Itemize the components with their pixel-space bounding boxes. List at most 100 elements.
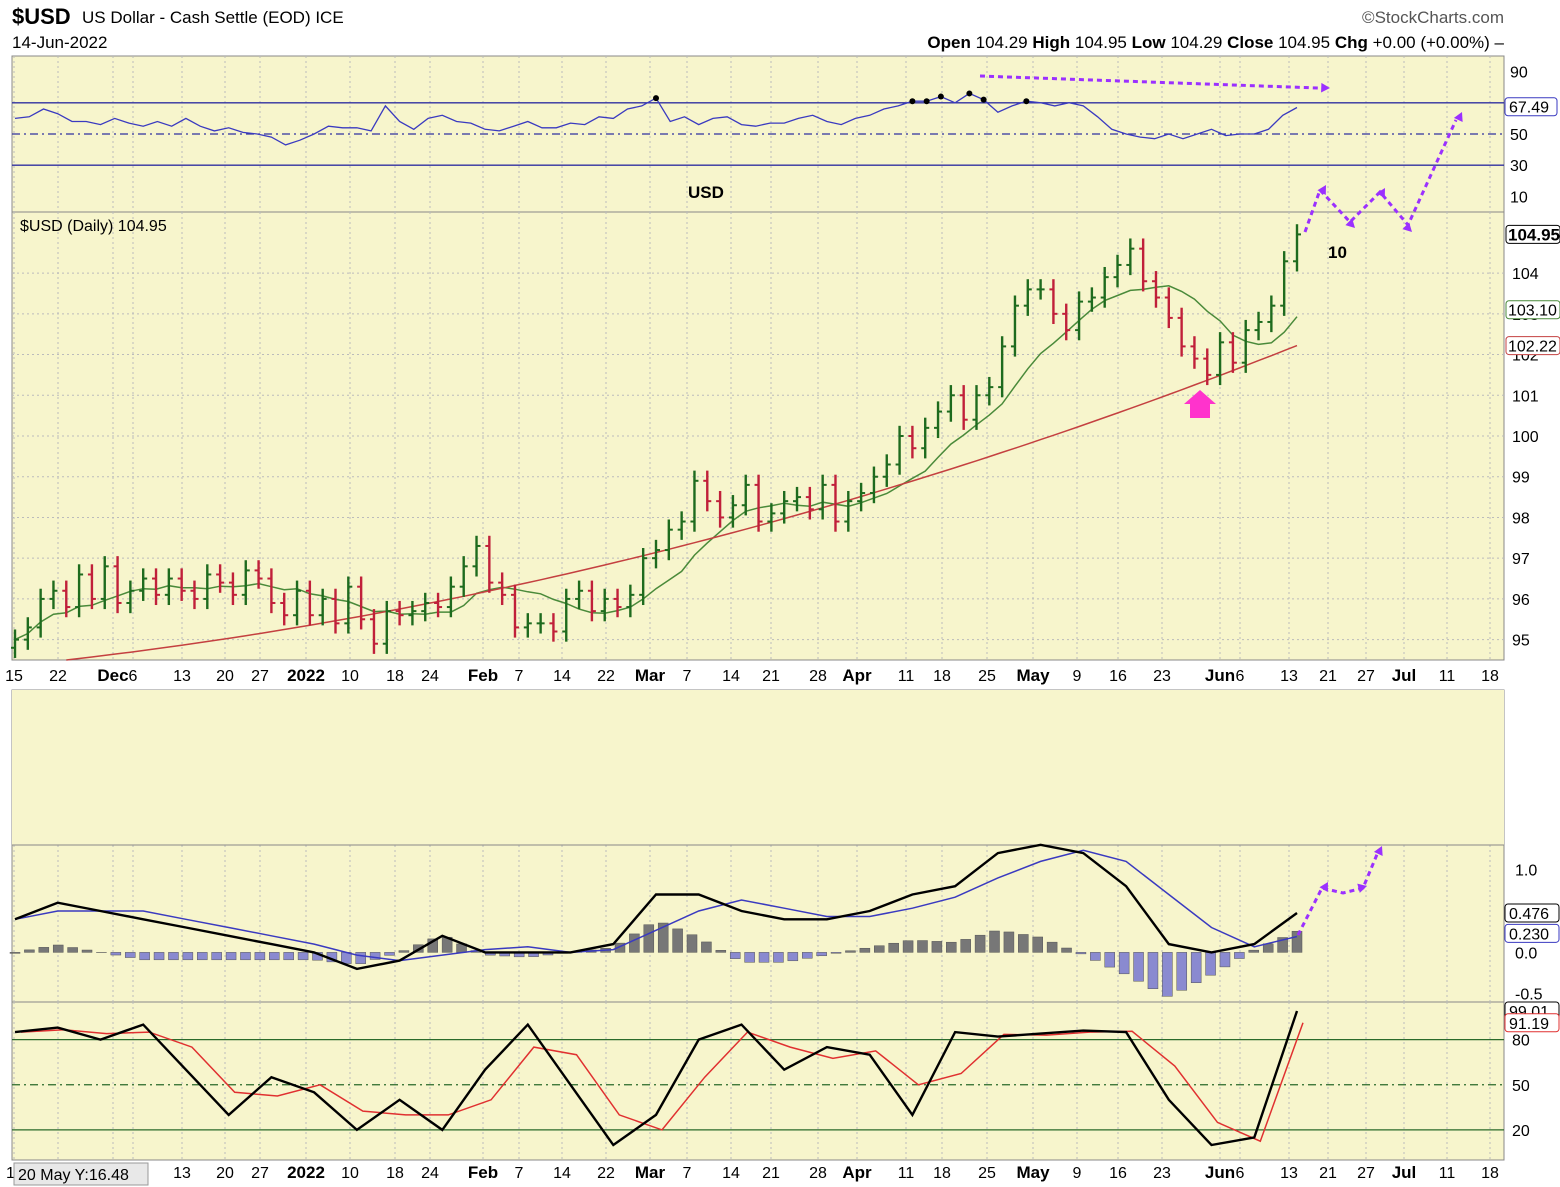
- macd-projection-arrowhead: [1319, 882, 1328, 892]
- x-tick-label: May: [1016, 666, 1050, 685]
- macd-histogram-bar: [989, 930, 1000, 953]
- stoch-value-box: [1504, 1013, 1560, 1033]
- price-y-tick: 98: [1512, 510, 1530, 527]
- ohlc-bar: [562, 588, 571, 642]
- x-tick-label-bottom: 22: [597, 1165, 615, 1182]
- macd-histogram-bar: [701, 941, 712, 953]
- ohlc-bar: [664, 519, 673, 561]
- macd-histogram-bar: [1046, 941, 1058, 953]
- ohlc-bar: [36, 588, 45, 638]
- macd-histogram-bar: [1248, 949, 1260, 953]
- x-tick-label: Dec: [97, 666, 128, 685]
- high-value: 104.95: [1074, 33, 1127, 52]
- projection-arrowhead: [1317, 185, 1326, 195]
- macd-histogram-bar: [355, 952, 366, 964]
- stoch-line: [14, 1010, 1299, 1147]
- price-y-tick: 104: [1512, 266, 1539, 283]
- macd-value-label: 0.230: [1509, 926, 1549, 943]
- macd-histogram-bar: [729, 952, 741, 959]
- macd-histogram-bar: [1277, 937, 1288, 953]
- ohlc-bar: [1267, 295, 1276, 333]
- macd-y-tick: 0.0: [1515, 945, 1537, 962]
- macd-y-tick: -0.5: [1515, 987, 1543, 1004]
- x-tick-label: 14: [722, 668, 740, 685]
- ohlc-bar: [1036, 279, 1045, 300]
- rsi-overbought-mark: [923, 98, 930, 105]
- macd-upper-bg: [12, 690, 1504, 845]
- ohlc-bar: [652, 539, 660, 569]
- ohlc-bar: [767, 503, 776, 532]
- macd-histogram-bar: [139, 952, 150, 961]
- ohlc-readout: Open 104.29 High 104.95 Low 104.29 Close…: [927, 33, 1504, 52]
- high-label: High: [1032, 33, 1071, 52]
- ohlc-bar: [1075, 291, 1084, 341]
- price-value-box: [1505, 336, 1560, 356]
- x-tick-label: 2022: [287, 666, 325, 685]
- ohlc-bar: [510, 584, 519, 638]
- macd-histogram-bar: [1061, 947, 1072, 953]
- x-tick-label: 7: [683, 668, 692, 685]
- chart-header: $USD US Dollar - Cash Settle (EOD) ICE 1…: [0, 0, 1560, 58]
- ohlc-bar: [23, 617, 32, 650]
- macd-histogram-bar: [816, 952, 827, 957]
- ohlc-bar: [49, 580, 58, 610]
- x-tick-label: 21: [762, 668, 780, 685]
- macd-y-tick: 1.0: [1515, 863, 1537, 880]
- x-tick-label-bottom: 21: [1319, 1165, 1337, 1182]
- macd-histogram-bar: [153, 952, 165, 961]
- ohlc-bar: [228, 572, 237, 606]
- ohlc-bar: [998, 336, 1007, 398]
- macd-histogram-bar: [283, 952, 294, 961]
- macd-histogram-bar: [52, 944, 64, 953]
- x-tick-label: 22: [597, 668, 615, 685]
- macd-histogram-bar: [1205, 952, 1216, 976]
- x-tick-label-bottom: 27: [251, 1165, 269, 1182]
- ohlc-bar: [434, 592, 443, 618]
- ohlc-bar: [1151, 271, 1160, 308]
- ohlc-bar: [831, 474, 840, 532]
- ohlc-bar: [1164, 287, 1173, 329]
- x-tick-label: Feb: [468, 666, 498, 685]
- macd-histogram-bar: [960, 939, 971, 953]
- x-tick-label-bottom: 14: [553, 1165, 571, 1182]
- macd-histogram-bar: [672, 928, 683, 953]
- macd-value-box: [1504, 903, 1560, 923]
- ohlc-bar: [972, 385, 981, 430]
- ohlc-bar: [344, 576, 353, 634]
- ohlc-bar: [485, 535, 494, 593]
- x-tick-label-bottom: 18: [386, 1165, 404, 1182]
- cursor-readout: 20 May Y:16.48: [18, 1167, 129, 1184]
- macd-histogram-bar: [197, 952, 208, 961]
- ohlc-bar: [1049, 279, 1058, 324]
- ohlc-bar: [1216, 332, 1225, 386]
- macd-histogram-bar: [1104, 952, 1115, 968]
- projection-arrow: [1303, 119, 1458, 233]
- ohlc-bar: [895, 425, 904, 475]
- ohlc-bar: [1228, 332, 1237, 373]
- rsi-divergence-arrowhead: [1321, 82, 1330, 93]
- macd-histogram-bar: [110, 952, 122, 956]
- rsi-last-box: [1504, 97, 1558, 117]
- x-tick-label: 7: [515, 668, 524, 685]
- x-tick-label-bottom: Feb: [468, 1163, 498, 1182]
- stoch-y-tick: 80: [1512, 1033, 1530, 1050]
- rsi-overbought-mark: [966, 90, 973, 97]
- x-tick-label-bottom: 1: [6, 1165, 15, 1182]
- macd-histogram-bar: [773, 952, 784, 963]
- price-value-box: [1505, 300, 1560, 320]
- close-value: 104.95: [1278, 33, 1331, 52]
- x-tick-label: 28: [809, 668, 827, 685]
- ohlc-bar: [369, 609, 378, 654]
- ohlc-bar: [177, 568, 186, 601]
- x-tick-label-bottom: 27: [1357, 1165, 1375, 1182]
- price-y-tick: 100: [1512, 429, 1539, 446]
- x-tick-label-bottom: 6: [1236, 1165, 1245, 1182]
- macd-line: [14, 843, 1298, 971]
- x-tick-label: 18: [1481, 668, 1499, 685]
- macd-histogram-bar: [874, 945, 885, 953]
- ohlc-bar: [677, 511, 686, 540]
- low-label: Low: [1131, 33, 1166, 52]
- close-label: Close: [1227, 33, 1274, 52]
- x-tick-label-bottom: 11: [1439, 1165, 1456, 1182]
- macd-histogram-bar: [657, 922, 669, 953]
